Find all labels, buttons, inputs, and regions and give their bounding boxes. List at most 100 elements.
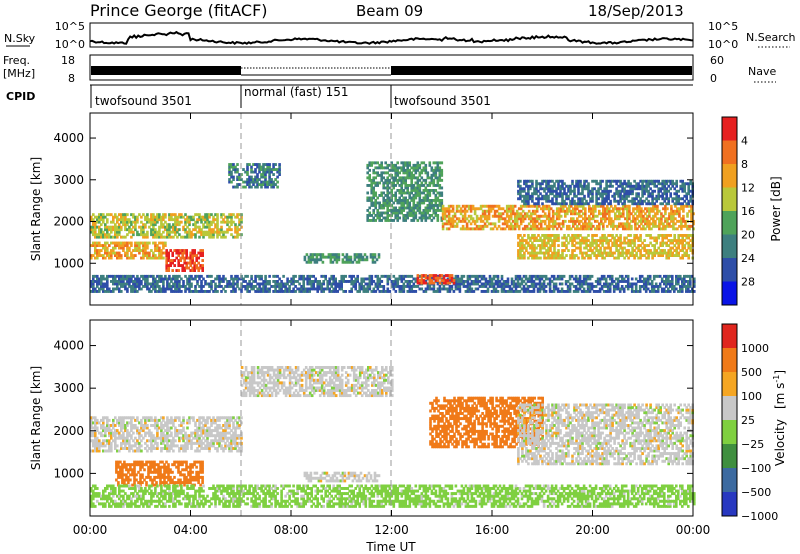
power-echo-cell bbox=[527, 241, 530, 245]
power-echo-cell bbox=[485, 217, 489, 221]
power-echo-cell bbox=[98, 244, 101, 247]
power-echo-cell bbox=[582, 277, 586, 281]
power-echo-cell bbox=[548, 280, 552, 283]
power-echo-cell bbox=[138, 225, 141, 229]
power-echo-cell bbox=[194, 225, 197, 229]
power-echo-cell bbox=[320, 282, 323, 286]
power-echo-cell bbox=[188, 220, 191, 224]
power-echo-cell bbox=[545, 187, 548, 191]
power-echo-cell bbox=[96, 277, 99, 281]
power-echo-cell bbox=[604, 282, 608, 286]
power-echo-cell bbox=[529, 212, 533, 216]
power-echo-cell bbox=[611, 254, 614, 257]
power-echo-cell bbox=[547, 182, 550, 186]
power-echo-cell bbox=[414, 191, 418, 195]
power-echo-cell bbox=[190, 282, 193, 286]
power-echo-cell bbox=[329, 258, 333, 262]
power-echo-cell bbox=[625, 194, 628, 198]
power-echo-cell bbox=[377, 255, 381, 259]
power-echo-cell bbox=[154, 241, 157, 245]
power-echo-cell bbox=[606, 282, 610, 286]
power-echo-cell bbox=[96, 290, 99, 293]
power-echo-cell bbox=[390, 219, 393, 222]
power-echo-cell bbox=[627, 249, 630, 252]
power-echo-cell bbox=[683, 239, 686, 242]
power-echo-cell bbox=[529, 184, 532, 188]
power-echo-cell bbox=[586, 224, 589, 228]
power-echo-cell bbox=[680, 222, 683, 226]
power-echo-cell bbox=[596, 280, 600, 283]
power-echo-cell bbox=[394, 168, 397, 172]
power-echo-cell bbox=[246, 165, 249, 169]
power-echo-cell bbox=[318, 285, 321, 288]
power-echo-cell bbox=[198, 274, 201, 278]
power-echo-cell bbox=[302, 290, 305, 293]
power-echo-cell bbox=[671, 251, 674, 255]
power-echo-cell bbox=[376, 211, 379, 215]
power-echo-cell bbox=[666, 207, 669, 211]
power-echo-cell bbox=[440, 274, 444, 277]
power-echo-cell bbox=[337, 255, 341, 259]
power-echo-cell bbox=[132, 220, 135, 224]
power-echo-cell bbox=[284, 285, 287, 288]
power-echo-cell bbox=[551, 234, 554, 237]
power-echo-cell bbox=[142, 244, 145, 247]
power-echo-cell bbox=[380, 204, 383, 207]
power-echo-cell bbox=[632, 207, 635, 211]
power-echo-cell bbox=[483, 214, 487, 218]
power-echo-cell bbox=[623, 197, 626, 201]
power-echo-cell bbox=[144, 235, 147, 239]
power-echo-cell bbox=[206, 220, 209, 224]
power-echo-cell bbox=[629, 182, 632, 186]
power-echo-cell bbox=[467, 219, 471, 223]
power-echo-cell bbox=[232, 287, 235, 291]
power-echo-cell bbox=[445, 222, 449, 226]
power-echo-cell bbox=[262, 165, 265, 169]
power-echo-cell bbox=[376, 181, 379, 185]
power-echo-cell bbox=[517, 256, 520, 260]
power-echo-cell bbox=[216, 215, 219, 219]
power-echo-cell bbox=[276, 290, 279, 293]
power-echo-cell bbox=[185, 254, 188, 257]
power-echo-cell bbox=[162, 223, 165, 227]
power-echo-cell bbox=[392, 206, 395, 210]
power-echo-cell bbox=[522, 285, 526, 288]
power-echo-cell bbox=[551, 212, 555, 216]
power-echo-cell bbox=[584, 222, 587, 226]
power-echo-cell bbox=[368, 211, 371, 215]
power-echo-cell bbox=[561, 222, 565, 226]
power-echo-cell bbox=[434, 211, 438, 215]
power-echo-cell bbox=[632, 209, 635, 213]
power-echo-cell bbox=[256, 180, 259, 184]
power-echo-cell bbox=[376, 285, 380, 288]
power-echo-cell bbox=[373, 255, 377, 259]
power-echo-cell bbox=[172, 235, 175, 239]
power-echo-cell bbox=[673, 287, 676, 291]
power-echo-cell bbox=[370, 178, 373, 182]
power-echo-cell bbox=[268, 280, 271, 283]
power-echo-cell bbox=[428, 287, 432, 291]
power-echo-cell bbox=[516, 277, 520, 281]
power-echo-cell bbox=[635, 202, 638, 206]
power-echo-cell bbox=[174, 228, 177, 232]
power-echo-cell bbox=[487, 214, 491, 218]
power-echo-cell bbox=[539, 187, 542, 191]
power-echo-cell bbox=[677, 246, 680, 250]
power-echo-cell bbox=[426, 199, 430, 202]
power-echo-cell bbox=[591, 239, 594, 242]
power-echo-cell bbox=[636, 280, 640, 283]
power-echo-cell bbox=[544, 285, 548, 288]
power-echo-cell bbox=[170, 277, 173, 281]
power-echo-cell bbox=[268, 175, 271, 179]
power-echo-cell bbox=[194, 233, 197, 237]
power-echo-cell bbox=[568, 204, 571, 208]
power-echo-cell bbox=[148, 218, 151, 222]
power-echo-cell bbox=[525, 192, 528, 196]
power-echo-cell bbox=[315, 258, 319, 262]
power-echo-cell bbox=[627, 189, 630, 193]
power-echo-cell bbox=[675, 282, 678, 286]
power-echo-cell bbox=[551, 241, 554, 245]
power-echo-cell bbox=[539, 236, 542, 240]
power-echo-cell bbox=[592, 285, 596, 288]
power-echo-cell bbox=[92, 241, 95, 245]
